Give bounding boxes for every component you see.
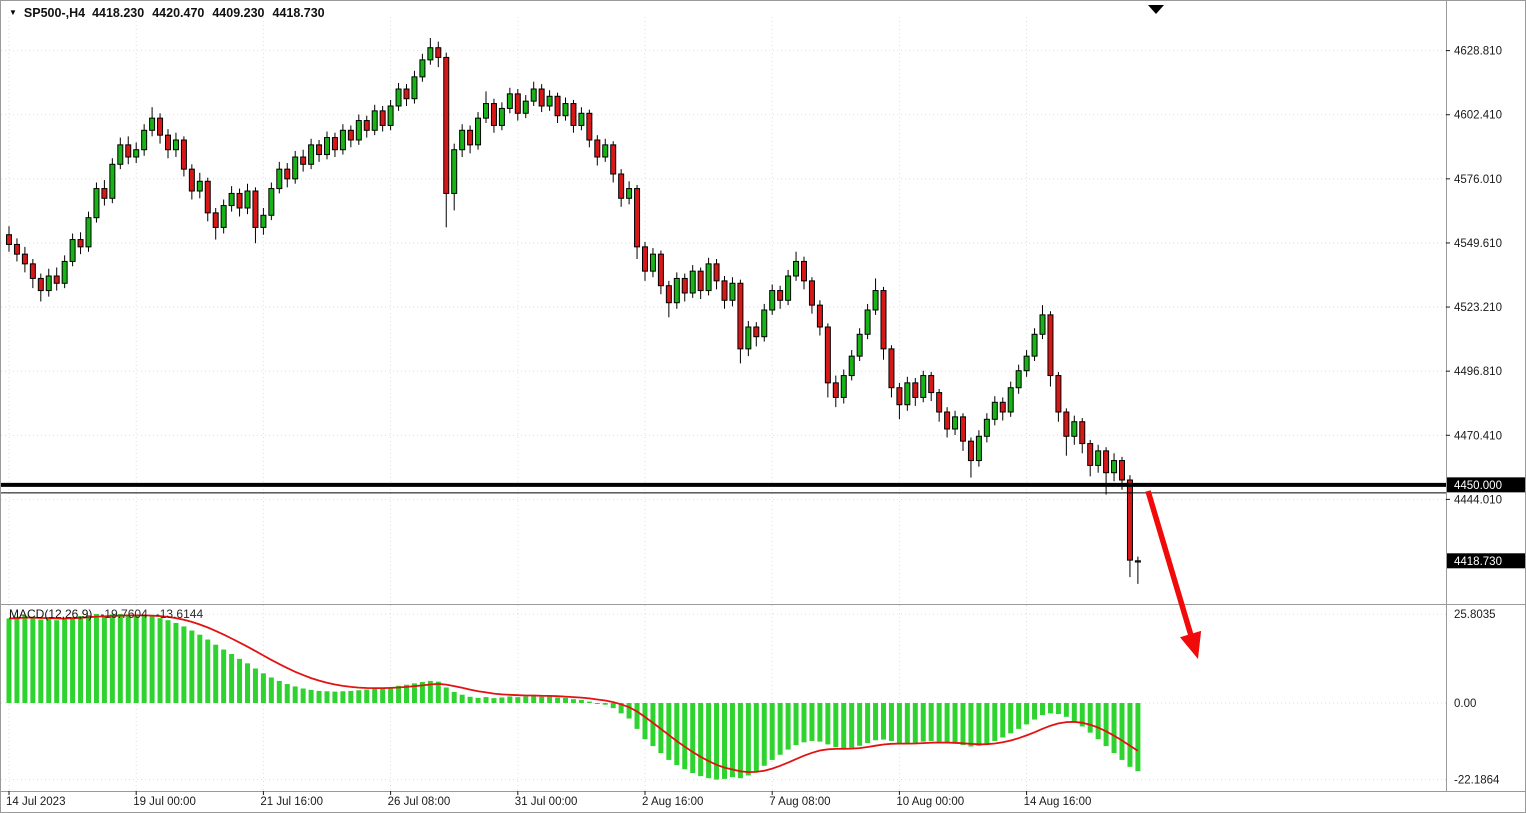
quote-low: 4409.230 — [212, 6, 265, 20]
line-price-badge-label: 4450.000 — [1454, 480, 1502, 492]
macd-scale-label: 0.00 — [1454, 698, 1476, 710]
quote-close: 4418.730 — [272, 6, 325, 20]
price-tick-label: 4628.810 — [1454, 46, 1502, 58]
symbol-dropdown-icon[interactable]: ▼ — [9, 8, 17, 17]
time-tick-label: 31 Jul 00:00 — [515, 796, 578, 808]
price-tick-label: 4496.810 — [1454, 366, 1502, 378]
time-tick-label: 7 Aug 08:00 — [769, 796, 830, 808]
price-tick-label: 4549.610 — [1454, 238, 1502, 250]
macd-main-value: -19.7604 — [100, 607, 148, 621]
chart-symbol-timeframe: SP500-,H4 — [23, 6, 86, 20]
chart-title-bar: ▼ SP500-,H4 4418.230 4420.470 4409.230 4… — [9, 6, 325, 20]
price-tick-label: 4523.210 — [1454, 302, 1502, 314]
current-price-badge-label: 4418.730 — [1454, 556, 1502, 568]
macd-scale-label: -22.1864 — [1454, 775, 1500, 787]
price-tick-label: 4470.410 — [1454, 430, 1502, 442]
ohlc-quote: 4418.230 4420.470 4409.230 4418.730 — [92, 6, 325, 20]
time-tick-label: 26 Jul 08:00 — [388, 796, 451, 808]
quote-open: 4418.230 — [92, 6, 145, 20]
time-tick-label: 21 Jul 16:00 — [260, 796, 323, 808]
price-tick-label: 4576.010 — [1454, 174, 1502, 186]
macd-signal-line — [8, 614, 1139, 774]
macd-name: MACD(12,26,9) — [9, 607, 93, 621]
time-tick-label: 10 Aug 00:00 — [896, 796, 964, 808]
time-axis[interactable]: 14 Jul 2023 19 Jul 00:00 21 Jul 16:00 26 Ju… — [6, 791, 1091, 808]
price-axis[interactable]: 4628.810 4602.410 4576.010 4549.610 4523.210… — [1446, 46, 1502, 507]
macd-indicator-label: MACD(12,26,9) -19.7604 -13.6144 — [9, 607, 203, 621]
line-price-badge — [1447, 477, 1525, 493]
trend-arrow-annotation[interactable] — [1145, 490, 1202, 659]
chart-shift-marker-icon[interactable] — [1148, 5, 1164, 14]
grid-lines — [1, 17, 1446, 791]
price-tick-label: 4444.010 — [1454, 494, 1502, 506]
time-tick-label: 14 Jul 2023 — [6, 796, 65, 808]
current-price-badge — [1447, 553, 1525, 569]
time-tick-label: 2 Aug 16:00 — [642, 796, 703, 808]
price-tick-label: 4602.410 — [1454, 110, 1502, 122]
macd-scale-label: 25.8035 — [1454, 609, 1496, 621]
time-tick-label: 19 Jul 00:00 — [133, 796, 196, 808]
macd-signal-value: -13.6144 — [155, 607, 204, 621]
quote-high: 4420.470 — [152, 6, 205, 20]
candles-layer — [6, 38, 1141, 584]
time-tick-label: 14 Aug 16:00 — [1024, 796, 1092, 808]
macd-histogram — [6, 613, 1141, 780]
